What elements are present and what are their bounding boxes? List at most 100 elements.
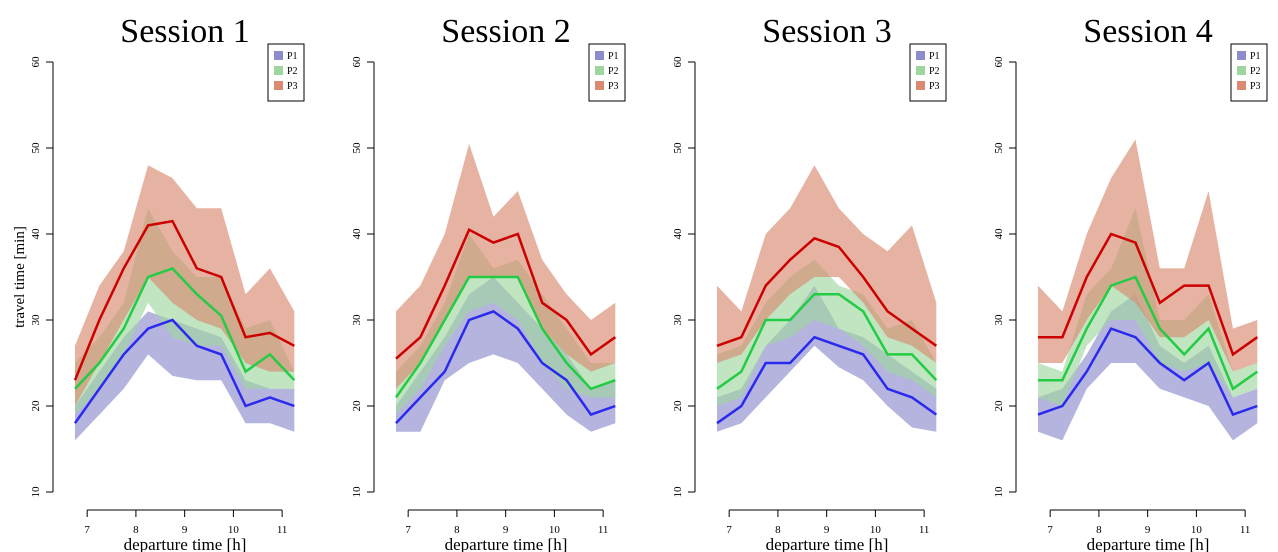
legend-swatch (595, 51, 604, 60)
y-tick-label: 30 (993, 314, 1005, 326)
y-tick-label: 60 (30, 56, 42, 68)
legend-box (1230, 43, 1268, 102)
y-tick-label: 20 (351, 400, 363, 412)
x-tick-label: 9 (503, 524, 509, 536)
y-tick-label: 60 (993, 56, 1005, 68)
legend-label: P2 (608, 66, 619, 77)
legend-label: P1 (929, 51, 940, 62)
y-tick-label: 10 (993, 486, 1005, 498)
y-tick-label: 40 (30, 228, 42, 240)
series-line (74, 266, 296, 390)
y-tick-label: 20 (993, 400, 1005, 412)
y-tick-label: 30 (30, 314, 42, 326)
y-tick-label: 60 (351, 56, 363, 68)
range-band (395, 234, 616, 415)
x-tick-label: 11 (919, 524, 930, 536)
y-tick-label: 10 (30, 486, 42, 498)
legend-swatch (274, 81, 283, 90)
x-tick-label: 9 (1145, 524, 1151, 536)
x-tick-label: 10 (549, 524, 561, 536)
x-tick-label: 8 (133, 524, 139, 536)
x-tick-label: 8 (454, 524, 460, 536)
legend-box (909, 43, 947, 102)
chart-title: Session 1 (120, 13, 249, 50)
legend-label: P1 (1250, 51, 1261, 62)
y-tick-label: 40 (993, 228, 1005, 240)
series-line (716, 292, 938, 390)
legend-box (588, 43, 626, 102)
y-tick-label: 30 (672, 314, 684, 326)
legend-swatch (1237, 81, 1246, 90)
legend-swatch (916, 51, 925, 60)
chart-title: Session 4 (1083, 13, 1212, 50)
legend-label: P3 (608, 81, 619, 92)
y-tick-label: 50 (351, 142, 363, 154)
x-axis-label: departure time [h] (124, 535, 247, 552)
y-tick-label: 60 (672, 56, 684, 68)
series-line (394, 275, 616, 399)
x-tick-label: 7 (84, 524, 90, 536)
y-tick-label: 50 (672, 142, 684, 154)
x-tick-label: 10 (228, 524, 240, 536)
range-band (716, 285, 937, 432)
legend-swatch (916, 66, 925, 75)
y-tick-label: 40 (351, 228, 363, 240)
series-line (1037, 232, 1259, 357)
x-tick-label: 11 (598, 524, 609, 536)
x-tick-label: 7 (1047, 524, 1053, 536)
range-band (74, 311, 295, 441)
range-band (395, 143, 616, 389)
series-line (716, 236, 938, 347)
series-line (395, 227, 617, 360)
range-band (716, 165, 937, 363)
legend-label: P3 (287, 81, 298, 92)
legend-box (267, 43, 305, 102)
x-tick-label: 10 (1191, 524, 1203, 536)
legend-swatch (274, 51, 283, 60)
x-tick-label: 11 (1240, 524, 1251, 536)
chart-title: Session 2 (441, 13, 570, 50)
y-tick-label: 50 (993, 142, 1005, 154)
legend-label: P3 (929, 81, 940, 92)
y-tick-label: 40 (672, 228, 684, 240)
legend-label: P1 (608, 51, 619, 62)
series-line (73, 219, 295, 381)
series-line (1037, 327, 1258, 417)
range-band (74, 208, 295, 415)
range-band (1037, 294, 1258, 441)
series-line (73, 318, 295, 424)
legend-label: P2 (1250, 66, 1261, 77)
legend-label: P2 (287, 66, 298, 77)
y-tick-label: 10 (351, 486, 363, 498)
series-line (716, 335, 938, 425)
x-axis-label: departure time [h] (445, 535, 568, 552)
legend-swatch (274, 66, 283, 75)
legend-label: P1 (287, 51, 298, 62)
x-tick-label: 8 (775, 524, 781, 536)
x-axis-label: departure time [h] (766, 535, 889, 552)
series-line (395, 310, 616, 425)
y-axis-label: travel time [min] (12, 226, 28, 328)
y-tick-label: 30 (351, 314, 363, 326)
x-tick-label: 9 (182, 524, 188, 536)
legend-swatch (1237, 51, 1246, 60)
x-tick-label: 9 (824, 524, 830, 536)
y-tick-label: 20 (672, 400, 684, 412)
y-tick-label: 20 (30, 400, 42, 412)
legend-label: P2 (929, 66, 940, 77)
legend-swatch (916, 81, 925, 90)
range-band (74, 165, 295, 406)
x-tick-label: 10 (870, 524, 882, 536)
range-band (1037, 139, 1258, 372)
panel: Session 1 departure time [h] travel time [… (12, 13, 305, 552)
chart-title: Session 3 (762, 13, 891, 50)
series-line (1037, 275, 1259, 391)
range-band (395, 277, 616, 432)
y-tick-label: 10 (672, 486, 684, 498)
legend-label: P3 (1250, 81, 1261, 92)
legend-swatch (595, 81, 604, 90)
